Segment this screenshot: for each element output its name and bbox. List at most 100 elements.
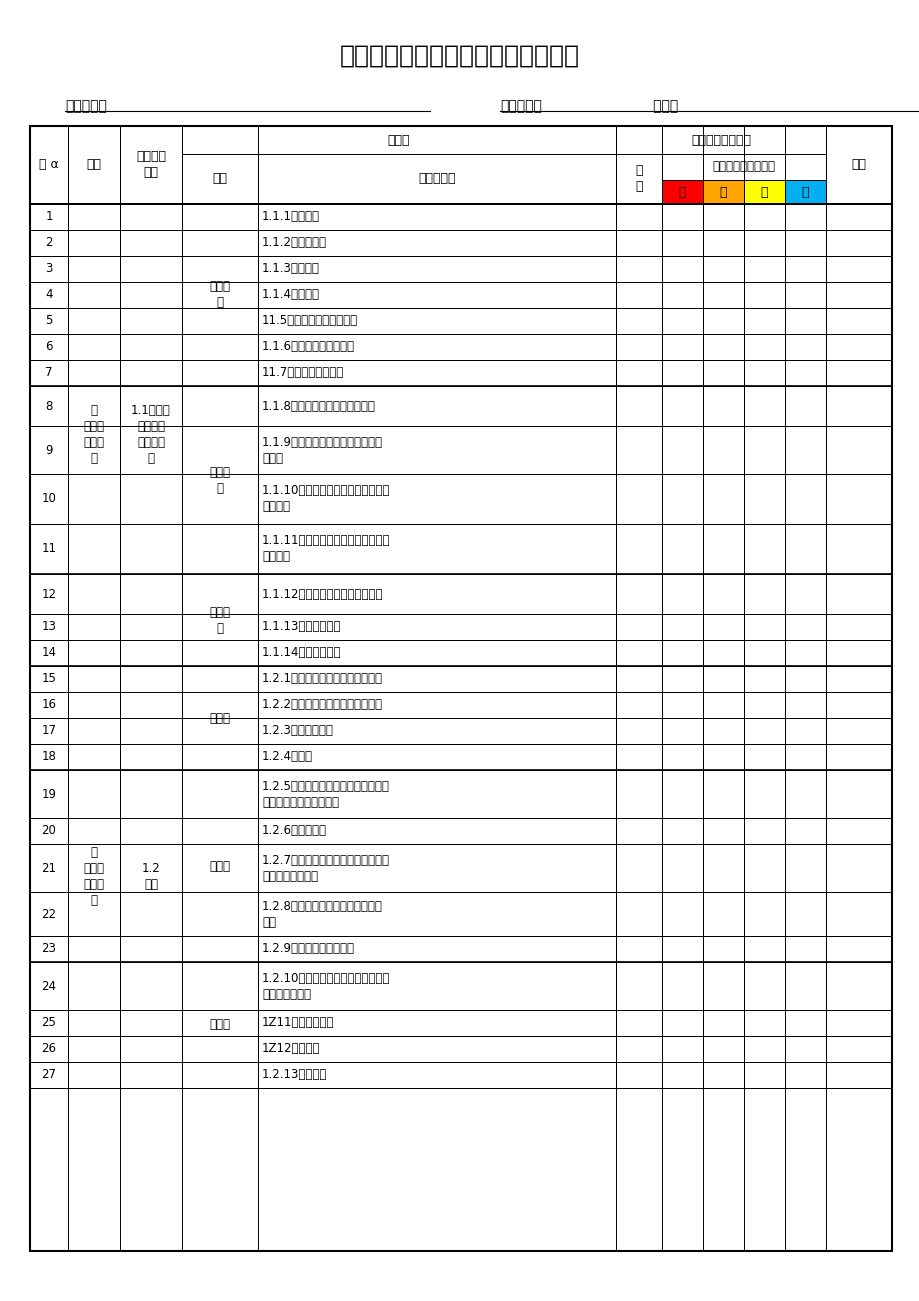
Text: 1.1.2稳定性不好: 1.1.2稳定性不好 [262, 237, 326, 250]
Bar [662, 744, 702, 770]
Bar [702, 614, 743, 640]
Bar [825, 126, 891, 204]
Bar [702, 180, 743, 204]
Bar [825, 718, 891, 744]
Bar [30, 818, 68, 844]
Bar [743, 666, 784, 692]
Bar [743, 386, 784, 425]
Bar [784, 614, 825, 640]
Bar [784, 524, 825, 574]
Text: 1.1.3密封不良: 1.1.3密封不良 [262, 263, 320, 276]
Bar [825, 360, 891, 386]
Text: 19: 19 [41, 787, 56, 800]
Bar [30, 204, 68, 230]
Bar [68, 126, 119, 204]
Bar [662, 692, 702, 718]
Bar [257, 360, 616, 386]
Bar [825, 818, 891, 844]
Bar [616, 126, 825, 154]
Text: 26: 26 [41, 1042, 56, 1055]
Text: 12: 12 [41, 588, 56, 601]
Bar [257, 892, 616, 935]
Bar [119, 666, 182, 1088]
Text: 5: 5 [45, 315, 52, 328]
Bar [616, 718, 662, 744]
Bar [702, 818, 743, 844]
Text: 分类: 分类 [86, 159, 101, 172]
Bar [825, 524, 891, 574]
Bar [702, 308, 743, 334]
Bar [30, 126, 891, 1252]
Text: 27: 27 [41, 1068, 56, 1081]
Bar [825, 1010, 891, 1036]
Bar [662, 360, 702, 386]
Text: 1.2.3粉尘与气溶胶: 1.2.3粉尘与气溶胶 [262, 725, 334, 738]
Text: 防护不
良: 防护不 良 [210, 466, 231, 494]
Bar [257, 154, 616, 204]
Bar [743, 818, 784, 844]
Bar [119, 126, 182, 204]
Bar [257, 770, 616, 818]
Bar [743, 425, 784, 474]
Bar [30, 360, 68, 386]
Bar [825, 204, 891, 230]
Bar [825, 425, 891, 474]
Text: 11: 11 [41, 543, 56, 556]
Text: 1.1.13出故障未处理: 1.1.13出故障未处理 [262, 621, 341, 634]
Bar [825, 308, 891, 334]
Bar [30, 1010, 68, 1036]
Bar [702, 1010, 743, 1036]
Bar [662, 614, 702, 640]
Text: 1.2.9其他化学性危险因素: 1.2.9其他化学性危险因素 [262, 942, 355, 955]
Bar [662, 256, 702, 282]
Bar [616, 614, 662, 640]
Text: 3: 3 [45, 263, 52, 276]
Bar [257, 961, 616, 1010]
Bar [257, 282, 616, 308]
Bar [616, 640, 662, 666]
Bar [702, 770, 743, 818]
Bar [257, 1010, 616, 1036]
Text: 1.2.2低温物（固体、气体、液体）: 1.2.2低温物（固体、气体、液体） [262, 699, 382, 712]
Bar [30, 126, 891, 1252]
Bar [616, 230, 662, 256]
Bar [30, 230, 68, 256]
Text: 1.1.6缺乏必要的连接装置: 1.1.6缺乏必要的连接装置 [262, 341, 355, 354]
Text: 1: 1 [45, 211, 52, 224]
Bar [784, 744, 825, 770]
Bar [743, 844, 784, 892]
Bar [702, 961, 743, 1010]
Text: 1.1.9没有接地、绝缘或接地、绝缘
不充分: 1.1.9没有接地、绝缘或接地、绝缘 不充分 [262, 436, 382, 464]
Bar [257, 640, 616, 666]
Text: 其中各风险级别数量: 其中各风险级别数量 [711, 160, 775, 173]
Bar [257, 844, 616, 892]
Bar [743, 334, 784, 360]
Bar [784, 1062, 825, 1088]
Bar [662, 282, 702, 308]
Bar [825, 844, 891, 892]
Text: 总
数: 总 数 [634, 164, 642, 194]
Bar [743, 308, 784, 334]
Bar [662, 892, 702, 935]
Bar [30, 744, 68, 770]
Text: 16: 16 [41, 699, 56, 712]
Bar [257, 1062, 616, 1088]
Bar [30, 126, 68, 204]
Text: 维修不
良: 维修不 良 [210, 605, 231, 635]
Text: 风险源或
位置: 风险源或 位置 [136, 151, 165, 180]
Bar [702, 1036, 743, 1062]
Text: 20: 20 [41, 825, 56, 838]
Bar [616, 308, 662, 334]
Bar [784, 308, 825, 334]
Bar [743, 692, 784, 718]
Bar [182, 666, 257, 770]
Bar [616, 818, 662, 844]
Bar [182, 204, 257, 386]
Bar [702, 1062, 743, 1088]
Bar [257, 614, 616, 640]
Bar [616, 360, 662, 386]
Text: 风险点数量及分级: 风险点数量及分级 [690, 134, 750, 147]
Bar [743, 770, 784, 818]
Bar [616, 1010, 662, 1036]
Bar [30, 425, 68, 474]
